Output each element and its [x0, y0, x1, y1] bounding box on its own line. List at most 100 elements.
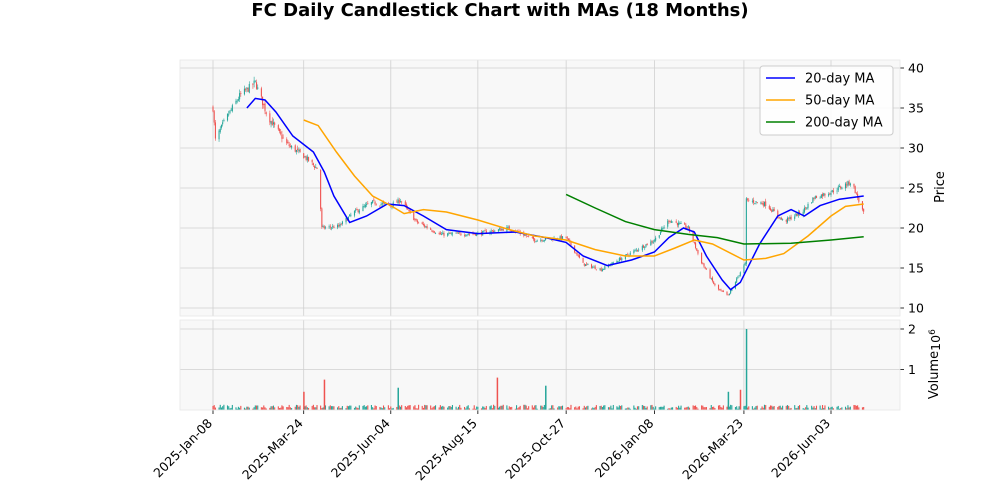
- volume-bar: [636, 406, 639, 410]
- x-tick-label: 2026-Jan-08: [592, 415, 657, 480]
- candle-body: [854, 186, 856, 194]
- candle-body: [270, 121, 272, 124]
- volume-bar: [277, 406, 279, 410]
- candle-body: [281, 134, 283, 139]
- volume-bar: [315, 407, 317, 410]
- volume-bar: [672, 407, 674, 410]
- volume-bar: [449, 405, 451, 410]
- candle-body: [661, 228, 663, 232]
- volume-bar: [493, 404, 495, 410]
- candle-body: [802, 211, 804, 215]
- candle-body: [248, 84, 250, 93]
- volume-bar: [779, 405, 781, 410]
- volume-bar: [858, 407, 860, 410]
- candle-body: [447, 233, 449, 236]
- volume-bar: [558, 406, 560, 410]
- volume-panel: 1 2 2025-Jan-08 2025-Mar-24 2025-Jun-04 2025-…: [150, 319, 916, 483]
- candle-body: [693, 241, 695, 243]
- candle-body: [704, 267, 706, 269]
- candle-body: [214, 122, 216, 139]
- volume-bar: [467, 405, 469, 410]
- candle-body: [794, 216, 796, 219]
- volume-bar: [549, 408, 551, 410]
- candle-body: [593, 266, 595, 268]
- candle-body: [294, 145, 296, 152]
- volume-bar: [448, 406, 450, 410]
- volume-bar: [516, 405, 518, 410]
- candle-body: [237, 99, 239, 101]
- x-tick-label: 2025-Jan-08: [150, 415, 215, 480]
- volume-bar: [590, 408, 593, 410]
- volume-bar: [306, 407, 308, 410]
- volume-bar: [568, 407, 570, 410]
- candle-body: [751, 200, 753, 202]
- volume-bar: [222, 406, 224, 410]
- volume-bar: [525, 405, 527, 410]
- volume-spike-bar: [496, 377, 499, 410]
- volume-bar: [340, 407, 342, 410]
- candle-body: [396, 201, 398, 203]
- volume-bar: [618, 405, 620, 410]
- volume-bar: [416, 408, 418, 410]
- candle-body: [450, 233, 452, 235]
- volume-bar: [415, 408, 417, 410]
- volume-bar: [494, 405, 496, 410]
- volume-bar: [855, 405, 857, 410]
- volume-bar: [578, 406, 580, 410]
- candle-body: [337, 224, 339, 228]
- volume-bar: [719, 405, 721, 410]
- candle-body: [405, 204, 408, 207]
- volume-bar: [330, 406, 333, 410]
- x-tick-label: 2025-Jun-04: [328, 415, 393, 480]
- volume-bar: [489, 406, 491, 410]
- volume-bar: [243, 407, 245, 410]
- candle-body: [339, 223, 341, 227]
- volume-bar: [751, 406, 753, 410]
- volume-spike-bar: [545, 385, 547, 410]
- candle-body: [576, 252, 578, 256]
- candle-body: [399, 201, 402, 202]
- volume-bar: [837, 405, 839, 410]
- volume-bar: [438, 407, 440, 410]
- chart-title: FC Daily Candlestick Chart with MAs (18 …: [251, 0, 749, 21]
- volume-bar: [367, 405, 369, 410]
- volume-bar: [773, 406, 775, 410]
- candle-body: [432, 230, 434, 233]
- volume-bar: [737, 408, 739, 410]
- candle-body: [848, 181, 850, 185]
- volume-bar: [593, 408, 595, 410]
- candle-body: [316, 167, 318, 169]
- volume-bar: [307, 407, 310, 410]
- candle-body: [858, 197, 860, 202]
- volume-bar: [264, 407, 266, 410]
- volume-tick-label: 1: [908, 362, 916, 377]
- volume-bar: [431, 408, 433, 410]
- candle-body: [465, 235, 467, 237]
- volume-bar: [805, 407, 807, 410]
- candle-body: [668, 220, 670, 222]
- candle-body: [418, 222, 420, 224]
- volume-bar: [514, 408, 516, 410]
- volume-bar: [778, 405, 780, 410]
- volume-bar: [626, 408, 628, 410]
- candle-body: [414, 219, 416, 221]
- candle-body: [819, 197, 821, 199]
- volume-bar: [298, 406, 300, 410]
- candle-body: [717, 284, 720, 290]
- volume-bar: [332, 406, 334, 410]
- candle-body: [710, 278, 712, 279]
- candle-body: [642, 245, 645, 248]
- volume-bar: [832, 408, 834, 410]
- candle-body: [442, 232, 444, 235]
- volume-bar: [518, 407, 520, 410]
- volume-bar: [239, 407, 241, 410]
- volume-bar: [500, 405, 502, 410]
- volume-bar: [281, 405, 283, 410]
- volume-bar: [534, 405, 536, 410]
- volume-bar: [815, 405, 818, 410]
- price-tick-label: 15: [908, 261, 924, 276]
- volume-bar: [328, 406, 330, 410]
- candle-body: [223, 119, 225, 122]
- volume-bar: [769, 405, 772, 410]
- volume-bar: [497, 407, 499, 410]
